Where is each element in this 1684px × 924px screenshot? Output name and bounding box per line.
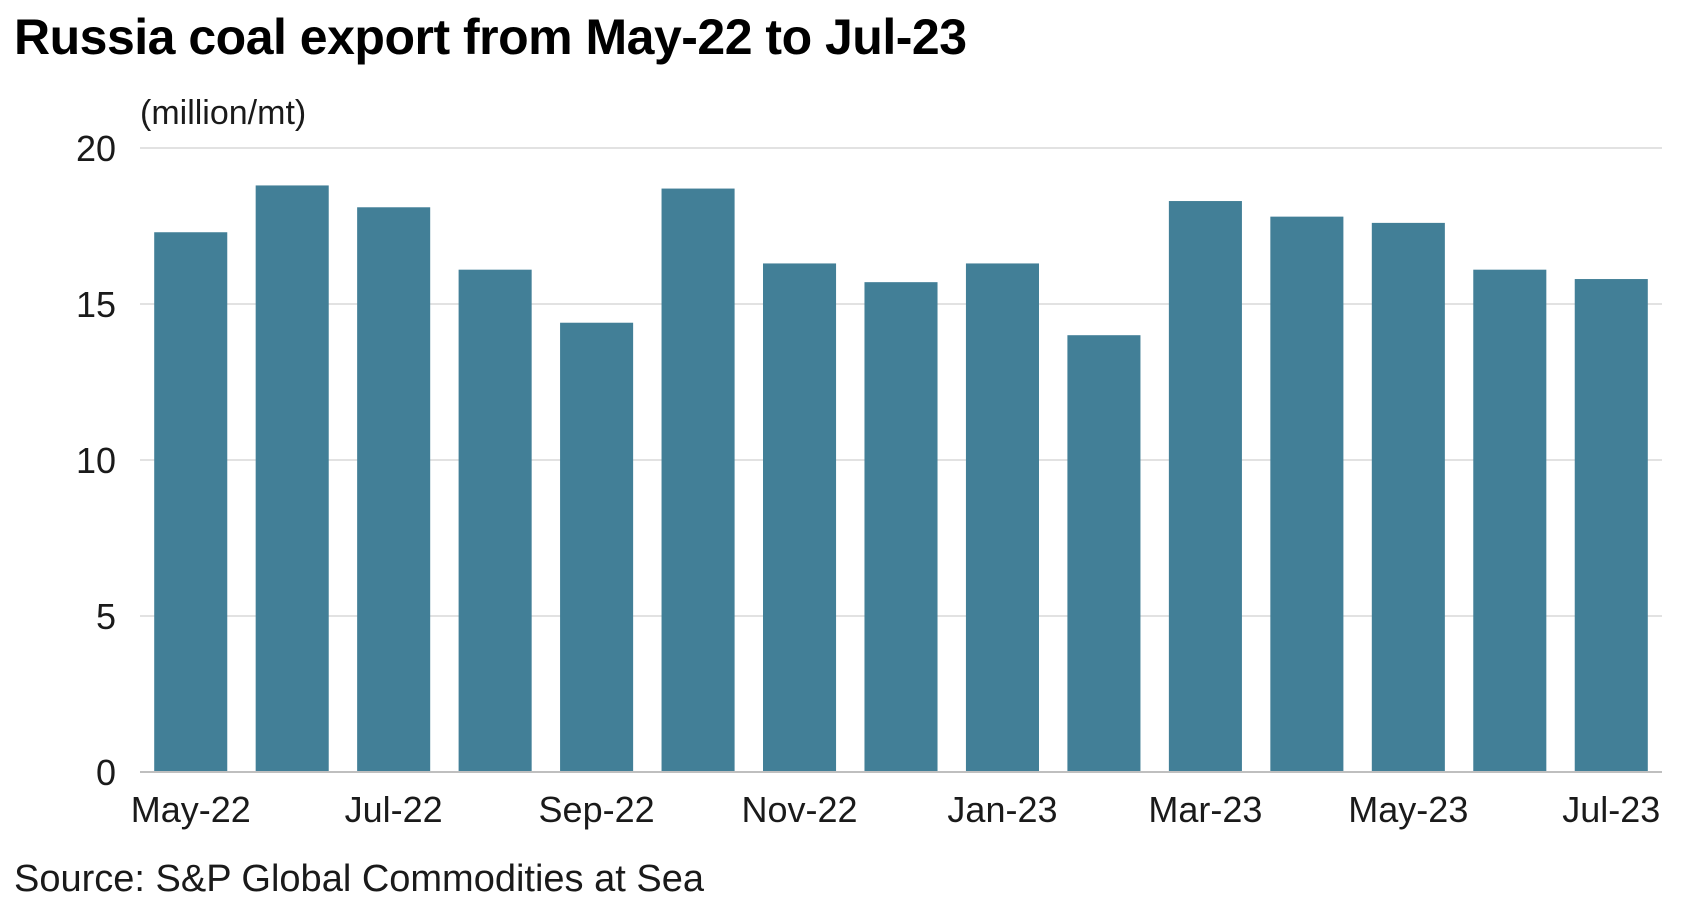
x-tick-label: Jul-23 [1562,789,1660,830]
y-axis: 0 5 10 15 20 [76,128,116,793]
bar-Sep-22 [560,322,634,772]
bar-Mar-23 [1168,201,1242,773]
x-tick-label: Jan-23 [947,789,1057,830]
y-tick-label: 20 [76,128,116,169]
bar-Aug-22 [458,269,532,772]
bar-Feb-23 [1067,335,1141,772]
bar-Jul-22 [357,207,431,772]
y-tick-label: 10 [76,440,116,481]
chart-title: Russia coal export from May-22 to Jul-23 [14,9,967,65]
bar-series [154,185,1648,773]
bar-May-22 [154,232,228,773]
bar-chart: 0 5 10 15 20 (million/mt) May-22 Jul-22 Sep-22… [76,94,1662,830]
x-tick-label: Sep-22 [539,789,655,830]
y-tick-label: 15 [76,284,116,325]
bar-Jun-23 [1473,269,1547,772]
x-tick-label: Mar-23 [1148,789,1262,830]
y-axis-label: (million/mt) [140,94,306,132]
bar-Apr-23 [1270,216,1344,772]
x-tick-label: Nov-22 [742,789,858,830]
bar-Dec-22 [864,282,938,772]
bar-Oct-22 [661,188,735,772]
x-axis: May-22 Jul-22 Sep-22 Nov-22 Jan-23 Mar-23 May-… [131,789,1661,830]
bar-Jan-23 [965,263,1039,772]
bar-Jun-22 [255,185,329,772]
x-tick-label: May-22 [131,789,251,830]
bar-Nov-22 [763,263,837,772]
source-note: Source: S&P Global Commodities at Sea [14,858,704,900]
x-tick-label: Jul-22 [345,789,443,830]
y-tick-label: 0 [96,752,116,793]
bar-Jul-23 [1574,279,1648,772]
y-tick-label: 5 [96,596,116,637]
bar-May-23 [1371,222,1445,772]
x-tick-label: May-23 [1348,789,1468,830]
